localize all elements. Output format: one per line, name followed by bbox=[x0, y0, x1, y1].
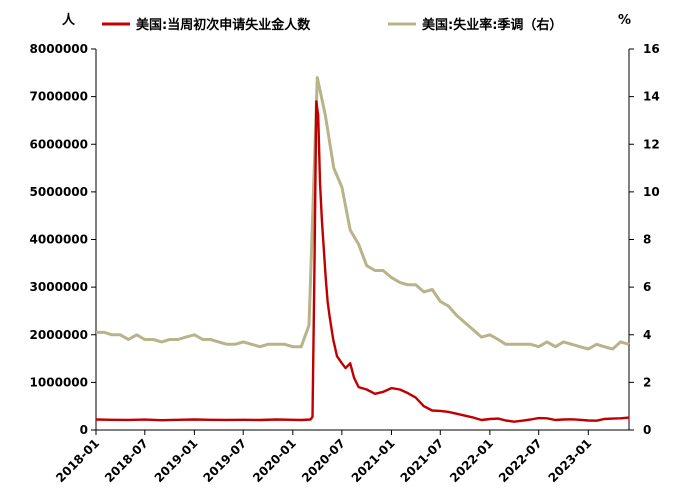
legend-label-unemployment: 美国:失业率:季调（右） bbox=[422, 17, 562, 33]
x-tick-label: 2021-07 bbox=[398, 436, 447, 485]
right-tick-label: 10 bbox=[643, 185, 660, 199]
left-tick-label: 2000000 bbox=[30, 328, 88, 342]
left-axis-unit: 人 bbox=[62, 12, 76, 28]
left-tick-label: 6000000 bbox=[30, 137, 88, 151]
right-axis-ticks: 0 2 4 6 8 10 12 14 16 bbox=[629, 42, 660, 437]
x-tick-label: 2023-01 bbox=[546, 436, 595, 485]
right-tick-label: 2 bbox=[643, 375, 651, 389]
series-line-initial-claims bbox=[95, 100, 630, 423]
left-tick-label: 0 bbox=[80, 423, 88, 437]
series-layer bbox=[95, 76, 630, 423]
x-tick-label: 2019-07 bbox=[200, 436, 249, 485]
left-tick-label: 5000000 bbox=[30, 185, 88, 199]
right-tick-label: 4 bbox=[643, 328, 651, 342]
right-tick-label: 12 bbox=[643, 137, 660, 151]
x-tick-label: 2021-01 bbox=[349, 436, 398, 485]
x-tick-label: 2020-07 bbox=[299, 436, 348, 485]
right-tick-label: 0 bbox=[643, 423, 651, 437]
legend-label-claims: 美国:当周初次申请失业金人数 bbox=[136, 17, 311, 33]
left-tick-label: 4000000 bbox=[30, 233, 88, 247]
left-tick-label: 7000000 bbox=[30, 90, 88, 104]
x-tick-label: 2019-01 bbox=[152, 436, 201, 485]
right-tick-label: 14 bbox=[643, 90, 660, 104]
left-axis-ticks: 0 1000000 2000000 3000000 4000000 5000000 6000… bbox=[30, 42, 96, 437]
left-tick-label: 3000000 bbox=[30, 280, 88, 294]
x-tick-label: 2022-01 bbox=[447, 436, 496, 485]
x-tick-label: 2020-01 bbox=[250, 436, 299, 485]
x-axis-ticks: 2018-01 2018-07 2019-01 2019-07 2020-01 2020-… bbox=[53, 430, 594, 485]
series-line-unemployment-rate bbox=[96, 76, 630, 351]
x-tick-label: 2022-07 bbox=[496, 436, 545, 485]
right-tick-label: 6 bbox=[643, 280, 651, 294]
left-tick-label: 1000000 bbox=[30, 375, 88, 389]
left-tick-label: 8000000 bbox=[30, 42, 88, 56]
right-axis-unit: % bbox=[618, 13, 631, 28]
right-tick-label: 8 bbox=[643, 233, 651, 247]
right-tick-label: 16 bbox=[643, 42, 660, 56]
x-tick-label: 2018-01 bbox=[53, 436, 102, 485]
x-tick-label: 2018-07 bbox=[102, 436, 151, 485]
